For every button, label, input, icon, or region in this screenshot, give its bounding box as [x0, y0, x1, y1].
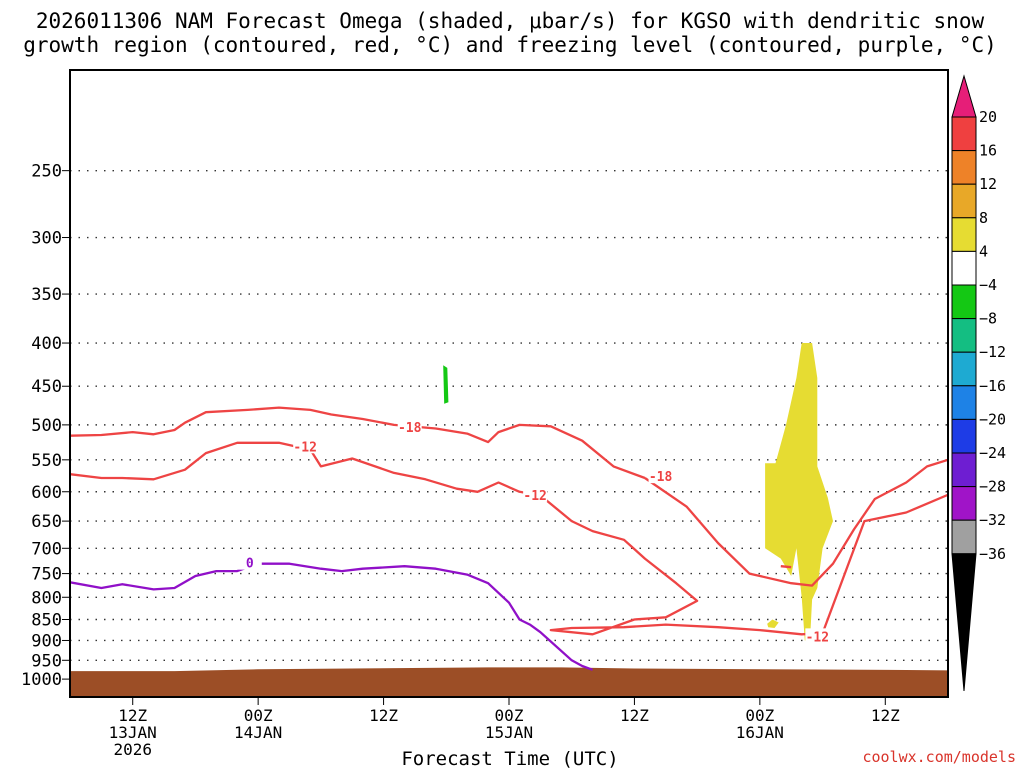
time-tick-label: 14JAN — [234, 723, 282, 742]
pressure-tick-label: 850 — [31, 610, 62, 630]
pressure-tick-label: 350 — [31, 285, 62, 305]
colorbar-label: 16 — [979, 142, 997, 160]
contour-line — [70, 406, 646, 480]
pressure-tick-label: 750 — [31, 565, 62, 585]
colorbar-label: −16 — [979, 377, 1006, 395]
colorbar-cell — [951, 284, 977, 320]
colorbar-label: −20 — [979, 410, 1006, 428]
contour-line — [780, 565, 792, 569]
time-tick-label: 12Z — [118, 706, 147, 725]
colorbar-cell — [951, 519, 977, 555]
omega-shaded-region — [765, 343, 833, 641]
colorbar-label: −28 — [979, 478, 1006, 496]
contour-label: -18 — [398, 421, 422, 436]
contour-label-bg — [237, 554, 262, 570]
colorbar-cell — [951, 250, 977, 286]
colorbar-cell — [951, 452, 977, 488]
time-tick-label: 12Z — [620, 706, 649, 725]
contour-label: 0 — [246, 557, 254, 572]
contour-label: -12 — [523, 489, 546, 504]
pressure-tick-label: 500 — [31, 416, 62, 436]
pressure-tick-label: 900 — [31, 631, 62, 651]
colorbar-cell — [951, 486, 977, 521]
pressure-axis: 2503003504004505005506006507007508008509… — [21, 162, 70, 690]
colorbar: 20 16 12 8 4 −4 −8 −12 −16 −20 −24 −28 −32 −36 — [951, 74, 1006, 692]
omega-shading — [443, 343, 833, 641]
time-tick-label: 16JAN — [736, 723, 784, 742]
time-tick-label: 00Z — [745, 706, 774, 725]
colorbar-cell — [951, 116, 977, 152]
colorbar-cell — [951, 183, 977, 219]
colorbar-cell — [951, 217, 977, 252]
colorbar-cell — [951, 385, 977, 420]
pressure-tick-label: 700 — [31, 539, 62, 559]
contour-lines — [70, 406, 948, 671]
colorbar-cell — [951, 74, 977, 118]
time-tick-label: 00Z — [244, 706, 273, 725]
colorbar-label: −12 — [979, 343, 1006, 361]
pressure-tick-label: 300 — [31, 229, 62, 249]
omega-shaded-region — [443, 365, 449, 404]
pressure-tick-label: 1000 — [21, 670, 62, 690]
credit-link[interactable]: coolwx.com/models — [862, 748, 1016, 766]
contour-label: -18 — [649, 470, 673, 485]
colorbar-label: −24 — [979, 444, 1006, 462]
colorbar-cell — [951, 418, 977, 454]
pressure-tick-label: 600 — [31, 483, 62, 503]
time-tick-label: 15JAN — [485, 723, 533, 742]
pressure-tick-label: 550 — [31, 451, 62, 471]
pressure-tick-label: 650 — [31, 512, 62, 532]
x-axis-title: Forecast Time (UTC) — [401, 748, 618, 768]
terrain-layer — [70, 667, 948, 697]
colorbar-label: 12 — [979, 175, 997, 193]
colorbar-cell — [951, 318, 977, 353]
colorbar-label: 8 — [979, 209, 988, 227]
terrain-fill — [70, 667, 948, 697]
contour-label-bg — [293, 438, 318, 454]
colorbar-label: 4 — [979, 242, 988, 260]
colorbar-label: −32 — [979, 511, 1006, 529]
contour-line — [644, 458, 948, 587]
contour-label: -12 — [293, 440, 316, 455]
contour-label: -12 — [806, 630, 829, 645]
time-tick-label: 2026 — [113, 740, 152, 759]
colorbar-cell — [951, 553, 977, 692]
time-tick-label: 13JAN — [109, 723, 157, 742]
contour-labels: -18 -12 -12 -18 -12 0 — [237, 419, 830, 645]
pressure-tick-label: 250 — [31, 162, 62, 182]
contour-label-bg — [397, 419, 422, 435]
pressure-tick-label: 400 — [31, 334, 62, 354]
pressure-tick-label: 800 — [31, 588, 62, 608]
chart-title-line-2: growth region (contoured, red, °C) and f… — [23, 33, 997, 57]
contour-line — [70, 441, 948, 636]
contour-label-bg — [523, 486, 548, 502]
colorbar-label: −8 — [979, 310, 997, 328]
contour-label-bg — [805, 628, 830, 644]
pressure-tick-label: 950 — [31, 651, 62, 671]
colorbar-cell — [951, 150, 977, 185]
contour-line — [70, 562, 593, 671]
time-tick-label: 00Z — [495, 706, 524, 725]
time-tick-label: 12Z — [871, 706, 900, 725]
colorbar-label: −36 — [979, 545, 1006, 563]
colorbar-cell — [951, 351, 977, 387]
omega-shaded-region — [767, 619, 779, 628]
time-tick-label: 12Z — [369, 706, 398, 725]
colorbar-label: −4 — [979, 276, 997, 294]
colorbar-label: 20 — [979, 108, 997, 126]
pressure-tick-label: 450 — [31, 377, 62, 397]
contour-label-bg — [648, 468, 673, 484]
chart-title-line-1: 2026011306 NAM Forecast Omega (shaded, μ… — [36, 9, 985, 33]
